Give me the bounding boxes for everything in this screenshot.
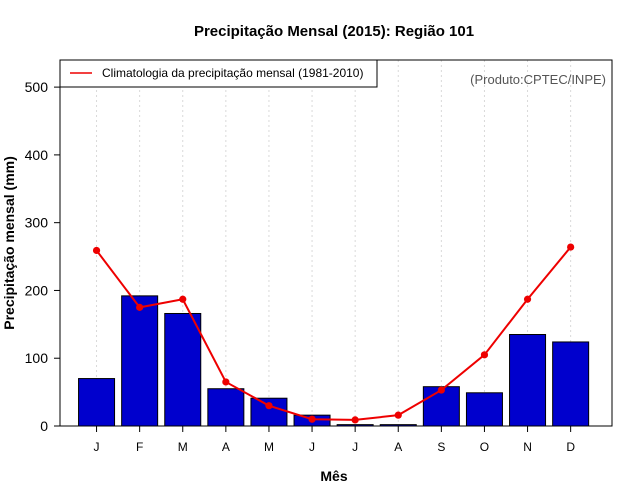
- y-tick-label: 200: [25, 282, 49, 298]
- climatology-point: [523, 295, 532, 303]
- climatology-line: [95, 246, 572, 421]
- x-tick-label: O: [480, 440, 489, 454]
- y-tick-label: 400: [25, 147, 49, 163]
- bar: [509, 334, 547, 427]
- bar: [121, 295, 159, 427]
- climatology-point: [222, 378, 230, 386]
- x-tick-label: J: [94, 440, 100, 454]
- x-tick-label: N: [523, 440, 532, 454]
- bar: [78, 378, 116, 427]
- y-tick-label: 100: [25, 350, 49, 366]
- bar: [207, 388, 245, 427]
- x-tick-label: M: [264, 440, 274, 454]
- x-tick-label: F: [136, 440, 143, 454]
- climatology-point: [136, 303, 144, 311]
- climatology-point: [394, 411, 402, 419]
- x-tick-label: S: [437, 440, 445, 454]
- legend-box: [59, 59, 378, 88]
- climatology-point: [351, 416, 359, 424]
- bar-series: [78, 295, 590, 427]
- bar: [465, 392, 503, 427]
- climatology-point: [567, 243, 575, 251]
- climatology-point: [179, 295, 187, 303]
- climatology-series: [92, 243, 575, 424]
- y-axis-title: Precipitação mensal (mm): [1, 156, 17, 330]
- x-tick-label: J: [309, 440, 315, 454]
- chart-title: Precipitação Mensal (2015): Região 101: [194, 23, 474, 40]
- product-credit: (Produto:CPTEC/INPE): [470, 72, 606, 87]
- y-tick-label: 300: [25, 215, 49, 231]
- x-tick-label: D: [566, 440, 575, 454]
- y-tick-label: 0: [40, 418, 48, 434]
- climatology-point: [92, 246, 101, 255]
- x-axis-title: Mês: [320, 468, 347, 484]
- bar: [552, 341, 590, 427]
- y-axis: 0 100 200 300 400 500: [25, 79, 60, 434]
- x-tick-label: A: [394, 440, 402, 454]
- x-tick-label: M: [178, 440, 188, 454]
- legend: Climatologia da precipitação mensal (198…: [59, 59, 378, 88]
- x-tick-label: A: [222, 440, 230, 454]
- climatology-point: [480, 351, 489, 359]
- climatology-point: [308, 415, 316, 423]
- legend-label: Climatologia da precipitação mensal (198…: [102, 66, 363, 80]
- y-tick-label: 500: [25, 79, 49, 95]
- x-tick-label: J: [352, 440, 358, 454]
- bar: [164, 312, 202, 427]
- climatology-point: [437, 386, 445, 394]
- climatology-point: [265, 402, 273, 410]
